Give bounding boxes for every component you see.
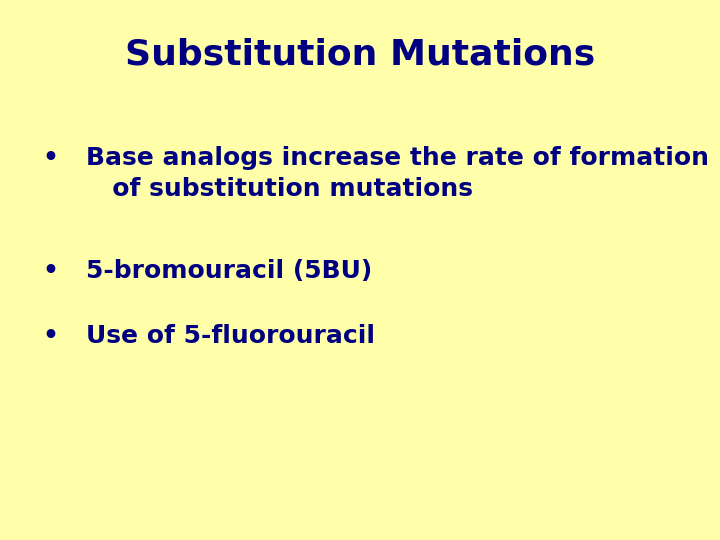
Text: Base analogs increase the rate of formation
   of substitution mutations: Base analogs increase the rate of format… [86,146,709,201]
Text: Use of 5-fluorouracil: Use of 5-fluorouracil [86,324,375,348]
Text: •: • [42,324,58,348]
Text: •: • [42,146,58,170]
Text: •: • [42,259,58,283]
Text: 5-bromouracil (5BU): 5-bromouracil (5BU) [86,259,373,283]
Text: Substitution Mutations: Substitution Mutations [125,38,595,72]
